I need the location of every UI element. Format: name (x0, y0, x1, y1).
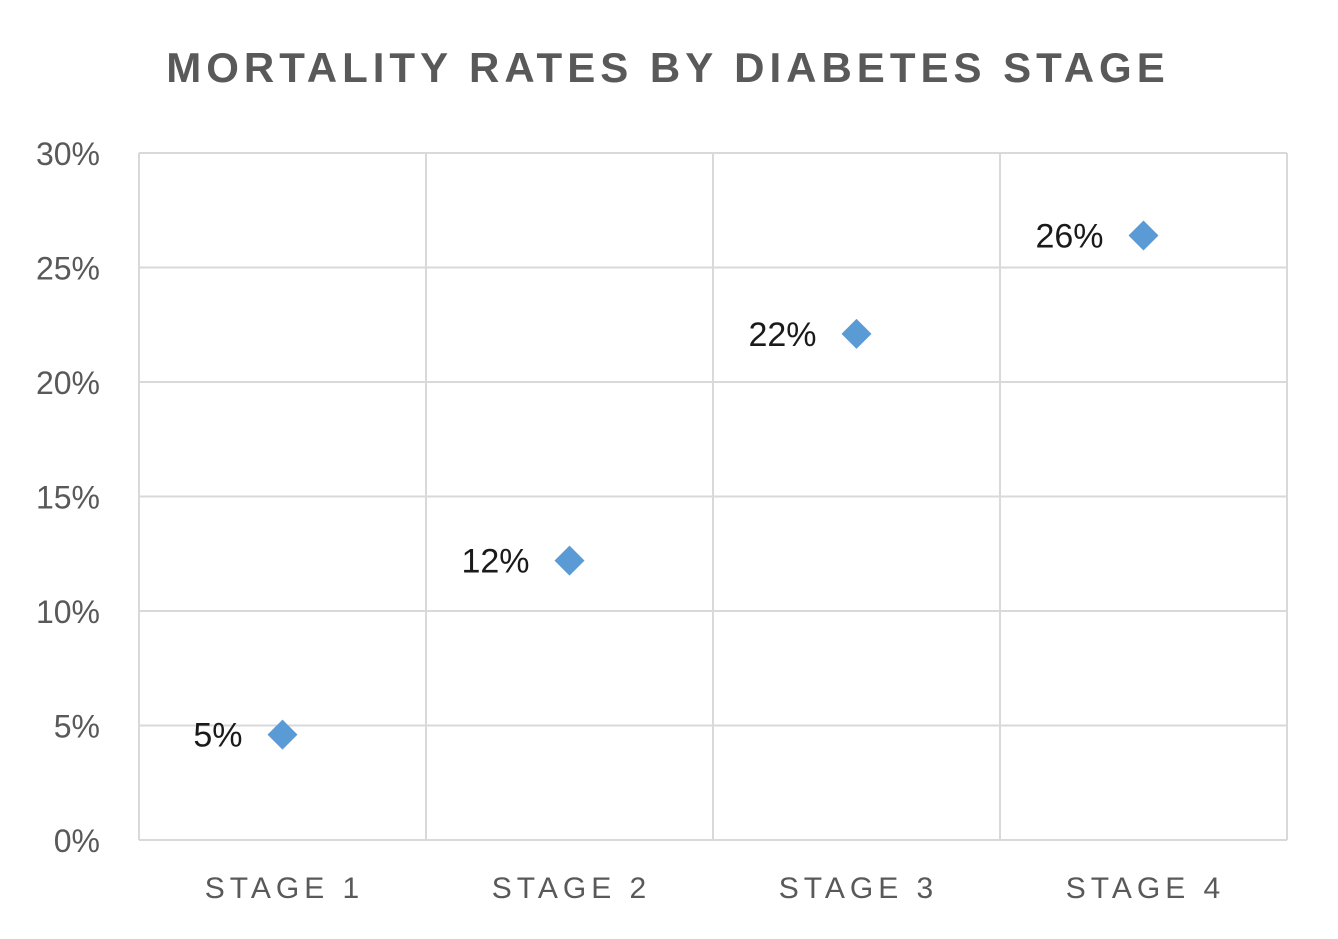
y-axis: 0% 5% 10% 15% 20% 25% 30% (36, 136, 100, 859)
y-tick-label: 10% (36, 594, 100, 630)
data-point-marker (1128, 220, 1159, 251)
y-tick-label: 0% (54, 823, 100, 859)
y-tick-label: 15% (36, 480, 100, 516)
data-point-marker (267, 719, 298, 750)
data-label: 12% (461, 543, 529, 581)
x-tick-label: STAGE 1 (205, 872, 364, 905)
y-tick-label: 5% (54, 709, 100, 745)
data-label: 22% (748, 316, 816, 354)
x-tick-label: STAGE 2 (492, 872, 651, 905)
y-tick-label: 25% (36, 251, 100, 287)
y-tick-label: 20% (36, 365, 100, 401)
x-tick-label: STAGE 3 (779, 872, 938, 905)
data-label: 5% (193, 717, 242, 755)
gridlines (138, 152, 1288, 841)
chart-title: MORTALITY RATES BY DIABETES STAGE (166, 44, 1170, 91)
data-points: 5% 12% 22% 26% (193, 217, 1159, 755)
x-tick-label: STAGE 4 (1066, 872, 1225, 905)
data-point-marker (841, 318, 872, 349)
y-tick-label: 30% (36, 136, 100, 172)
data-label: 26% (1035, 217, 1103, 255)
data-point-marker (554, 545, 585, 576)
x-axis: STAGE 1 STAGE 2 STAGE 3 STAGE 4 (205, 872, 1225, 905)
